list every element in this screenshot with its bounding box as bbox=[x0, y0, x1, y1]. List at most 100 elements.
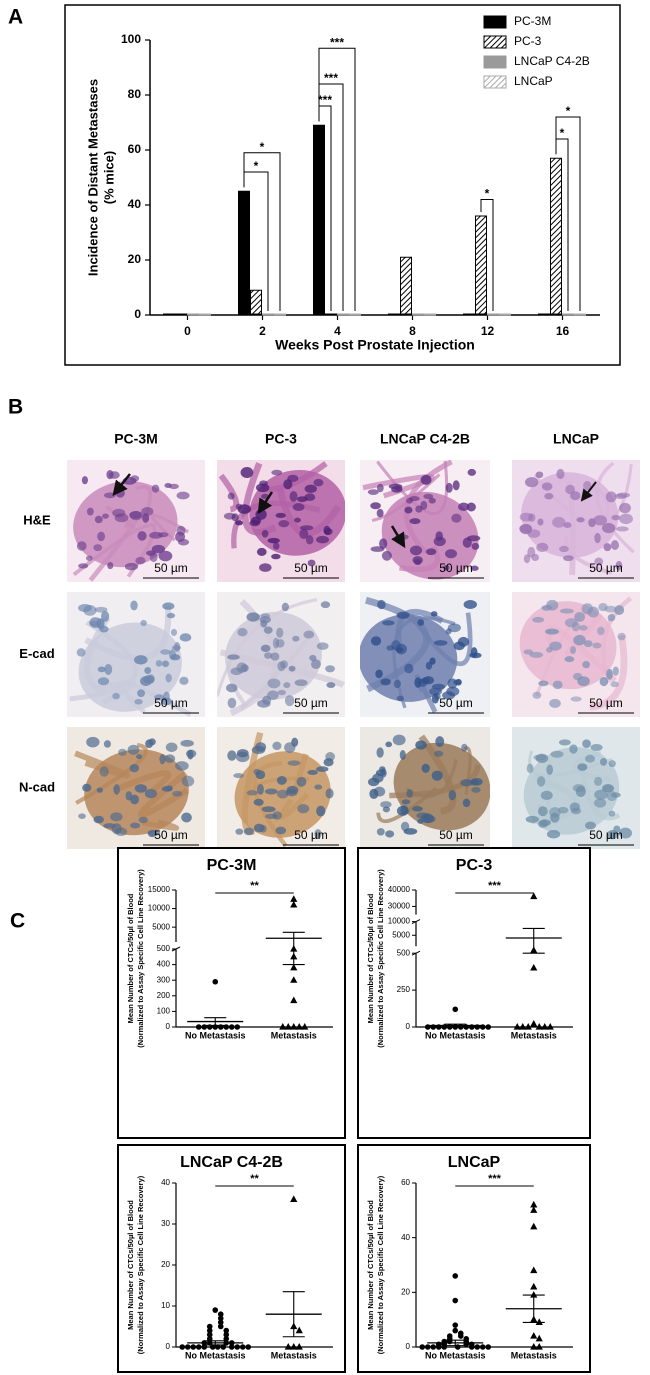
nucleus bbox=[235, 503, 243, 510]
column-label: LNCaP bbox=[553, 431, 599, 447]
nucleus bbox=[573, 634, 586, 646]
nucleus bbox=[135, 556, 146, 565]
nucleus bbox=[451, 513, 462, 523]
nucleus bbox=[537, 776, 546, 787]
data-point bbox=[530, 1343, 538, 1350]
nucleus bbox=[271, 553, 281, 560]
nucleus bbox=[277, 689, 287, 696]
nucleus bbox=[608, 760, 616, 768]
nucleus bbox=[470, 565, 479, 571]
nucleus bbox=[97, 531, 106, 542]
nucleus bbox=[431, 683, 446, 690]
nucleus bbox=[395, 643, 407, 655]
bar bbox=[424, 313, 436, 316]
y-tick-label: 400 bbox=[157, 960, 171, 969]
nucleus bbox=[180, 739, 194, 747]
nucleus bbox=[161, 660, 170, 668]
data-point bbox=[530, 1222, 538, 1230]
data-point bbox=[530, 1291, 538, 1298]
nucleus bbox=[577, 763, 588, 771]
nucleus bbox=[461, 743, 468, 752]
nucleus bbox=[600, 758, 608, 766]
nucleus bbox=[540, 790, 553, 800]
micrograph: 50 µm bbox=[360, 460, 490, 582]
nucleus bbox=[614, 605, 625, 615]
y-tick-label: 20 bbox=[401, 1287, 410, 1296]
nucleus bbox=[164, 754, 176, 763]
nucleus bbox=[396, 611, 410, 619]
nucleus bbox=[526, 763, 534, 774]
nucleus bbox=[151, 484, 160, 493]
scale-bar-label: 50 µm bbox=[154, 696, 188, 710]
y-tick-label: 60 bbox=[128, 142, 142, 156]
column-label: LNCaP C4-2B bbox=[380, 431, 470, 447]
scale-bar-label: 50 µm bbox=[294, 696, 328, 710]
nucleus bbox=[550, 750, 564, 758]
arrows bbox=[112, 473, 597, 549]
nucleus bbox=[594, 789, 608, 800]
scale-bar-label: 50 µm bbox=[294, 561, 328, 575]
data-point bbox=[474, 1344, 481, 1350]
nucleus bbox=[292, 635, 300, 642]
y-tick-label: 40 bbox=[128, 197, 142, 211]
x-tick-label: No Metastasis bbox=[425, 1030, 486, 1040]
data-point bbox=[206, 1331, 213, 1338]
nucleus bbox=[571, 622, 580, 632]
y-axis-label: (Normalized to Assay Specific Cell Line … bbox=[136, 869, 145, 1048]
nucleus bbox=[585, 754, 596, 763]
nucleus bbox=[549, 698, 561, 708]
nucleus bbox=[425, 548, 437, 556]
nucleus bbox=[448, 789, 457, 801]
data-point bbox=[295, 1326, 303, 1334]
data-point bbox=[513, 1023, 521, 1030]
y-tick-label: 100 bbox=[157, 1007, 171, 1016]
nucleus bbox=[453, 641, 465, 651]
nucleus bbox=[400, 805, 409, 815]
nucleus bbox=[223, 512, 236, 520]
nucleus bbox=[552, 680, 563, 690]
micrograph: 50 µm bbox=[512, 727, 640, 849]
nucleus bbox=[165, 673, 172, 683]
nucleus bbox=[594, 532, 601, 544]
nucleus bbox=[471, 542, 480, 550]
x-tick-label: 2 bbox=[259, 324, 266, 338]
nucleus bbox=[261, 806, 276, 813]
nucleus bbox=[82, 783, 92, 792]
bar bbox=[412, 313, 424, 316]
y-axis-label: Mean Number of CTCs/50µl of Blood bbox=[366, 1200, 375, 1330]
nucleus bbox=[382, 806, 391, 813]
nucleus bbox=[574, 612, 586, 622]
nucleus bbox=[376, 747, 384, 758]
bar bbox=[325, 313, 337, 316]
significance-label: ** bbox=[250, 880, 259, 892]
column-label: PC-3 bbox=[265, 431, 297, 447]
nucleus bbox=[289, 491, 298, 502]
nucleus bbox=[423, 815, 436, 823]
nucleus bbox=[112, 508, 126, 518]
scale-bar-label: 50 µm bbox=[154, 828, 188, 842]
y-axis-label: Mean Number of CTCs/50µl of Blood bbox=[366, 893, 375, 1023]
nucleus bbox=[170, 628, 178, 636]
nucleus bbox=[164, 483, 172, 489]
nucleus bbox=[259, 480, 268, 487]
data-point bbox=[209, 1344, 216, 1350]
y-tick-label: 20 bbox=[128, 252, 142, 266]
x-tick-label: 4 bbox=[334, 324, 341, 338]
nucleus bbox=[146, 550, 156, 556]
micrograph: 50 µm bbox=[67, 727, 205, 849]
nucleus bbox=[264, 788, 278, 795]
y-tick-label: 40000 bbox=[388, 885, 411, 894]
data-point bbox=[290, 1023, 298, 1030]
nucleus bbox=[303, 630, 315, 639]
y-tick-label: 0 bbox=[166, 1022, 171, 1031]
nucleus bbox=[602, 784, 614, 793]
nucleus bbox=[413, 558, 422, 566]
data-point bbox=[217, 1323, 224, 1330]
nucleus bbox=[406, 789, 413, 798]
nucleus bbox=[409, 545, 423, 556]
micrograph: 50 µm bbox=[512, 460, 640, 582]
nucleus bbox=[314, 784, 323, 790]
data-point bbox=[245, 1344, 252, 1350]
bar bbox=[562, 313, 574, 316]
data-point bbox=[234, 1024, 241, 1030]
